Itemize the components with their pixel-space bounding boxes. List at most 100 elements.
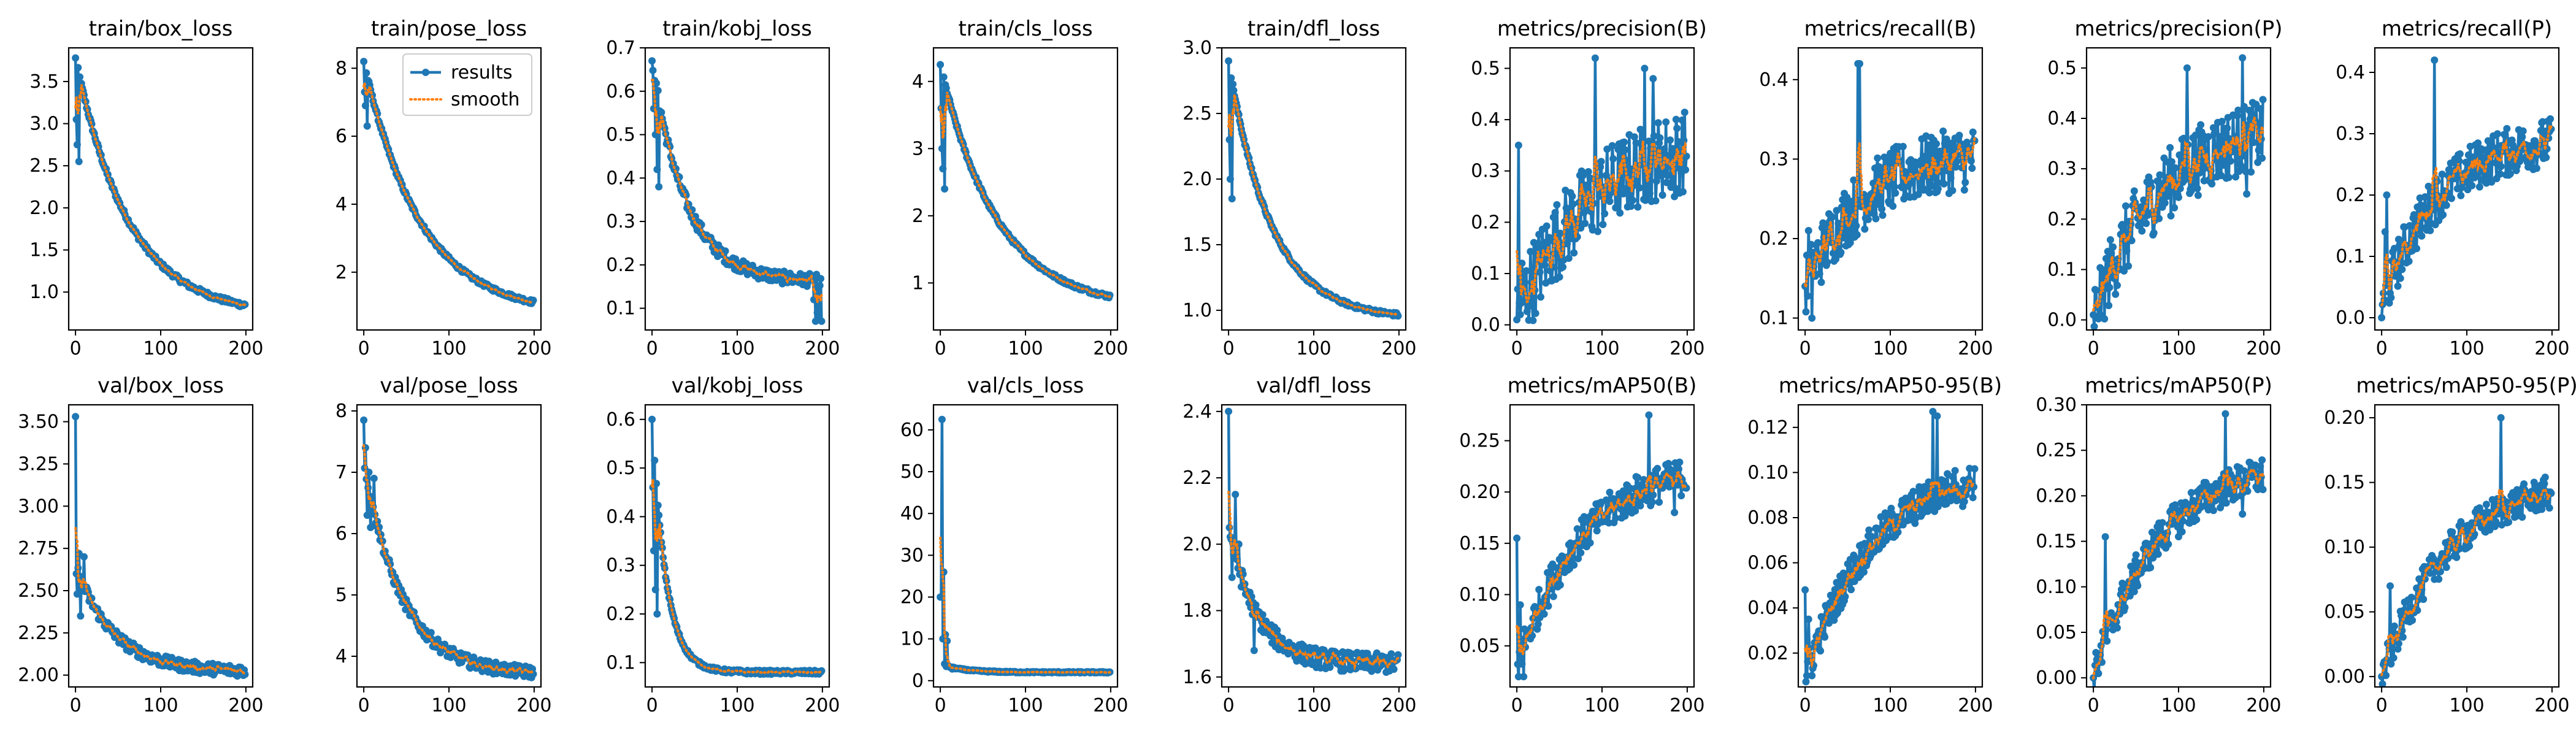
results-point (2413, 245, 2421, 253)
results-point (1619, 487, 1627, 495)
results-point (1889, 202, 1897, 210)
results-point (367, 524, 375, 531)
results-point (1645, 137, 1653, 145)
results-point (1387, 650, 1395, 658)
results-point (2455, 157, 2463, 165)
results-point (2134, 582, 2142, 589)
results-point (2130, 187, 2138, 195)
chart-panel-metrics-precision-p: metrics/precision(P) 0 100 200 0.0 0.1 0.2 0.3 0… (2047, 17, 2282, 359)
y-tick-label: 3.0 (1183, 37, 1212, 59)
chart-panel-train-dfl-loss: train/dfl_loss 0 100 200 1.0 1.5 2.0 2.5 3.0 (1183, 17, 1416, 359)
plot-area (1225, 407, 1402, 676)
results-point (2155, 215, 2163, 223)
results-point (361, 102, 369, 110)
smooth-line (1804, 478, 1976, 669)
results-point (2225, 174, 2233, 182)
y-tick-label: 0.20 (2036, 485, 2077, 507)
results-point (940, 568, 948, 576)
results-point (2223, 124, 2231, 132)
results-point (2240, 102, 2248, 110)
x-tick-label: 0 (1511, 695, 1523, 716)
results-point (2492, 518, 2500, 526)
results-point (2128, 237, 2136, 245)
y-tick-label: 0.4 (606, 506, 635, 527)
smooth-line (939, 536, 1111, 674)
x-tick-label: 100 (1873, 695, 1907, 716)
x-tick-label: 0 (646, 338, 658, 359)
x-tick-label: 100 (2161, 695, 2196, 716)
results-point (2183, 64, 2191, 72)
chart-panel-train-box-loss: train/box_loss 0 100 200 1.0 1.5 2.0 2.5 3.0 3.5 (29, 17, 263, 359)
results-point (2240, 467, 2248, 475)
y-tick-label: 0.00 (2036, 667, 2077, 689)
y-tick-label: 0.3 (2336, 123, 2365, 145)
x-tick-label: 100 (1296, 695, 1331, 716)
x-tick-label: 0 (935, 338, 946, 359)
chart-panel-metrics-recall-p: metrics/recall(P) 0 100 200 0.0 0.1 0.2 0.3 0.4 (2336, 17, 2569, 359)
results-point (1629, 196, 1636, 204)
smooth-line (2380, 488, 2553, 677)
results-point (2421, 193, 2429, 201)
results-point (2123, 247, 2131, 255)
y-tick-label: 40 (900, 503, 924, 524)
chart-panel-val-cls-loss: val/cls_loss 0 100 200 0 10 20 30 40 50 60 (900, 374, 1129, 716)
results-point (1555, 273, 1563, 281)
results-point (1649, 491, 1657, 499)
x-tick-label: 100 (1873, 338, 1907, 359)
results-point (1804, 292, 1812, 300)
results-point (1559, 263, 1567, 271)
results-point (2439, 211, 2447, 219)
results-point (1641, 64, 1649, 72)
results-point (76, 73, 84, 81)
results-point (2150, 229, 2158, 237)
x-tick-label: 200 (2246, 695, 2281, 716)
y-tick-label: 0.10 (2036, 577, 2077, 598)
smooth-line (362, 82, 535, 304)
smooth-line (74, 527, 247, 675)
y-tick-label: 0.2 (2336, 185, 2365, 206)
results-point (1630, 133, 1638, 141)
results-point (1814, 239, 1822, 247)
results-point (1672, 115, 1680, 123)
results-point (2161, 199, 2169, 207)
results-point (2176, 185, 2184, 193)
y-tick-label: 2 (335, 262, 347, 283)
results-point (2394, 640, 2402, 648)
results-point (1556, 229, 1564, 237)
results-point (2426, 226, 2434, 234)
results-point (1940, 180, 1948, 188)
results-point (2239, 151, 2247, 159)
y-tick-label: 0.20 (1459, 481, 1500, 503)
results-point (2418, 202, 2426, 210)
y-tick-label: 2.0 (29, 197, 59, 219)
results-point (1520, 673, 1528, 681)
y-tick-label: 0.3 (606, 211, 635, 232)
results-point (653, 610, 661, 618)
results-point (1674, 164, 1682, 172)
results-point (1581, 220, 1589, 228)
x-tick-label: 100 (2449, 338, 2484, 359)
results-point (2442, 201, 2450, 209)
results-point (1582, 182, 1590, 189)
results-point (2387, 660, 2395, 668)
smooth-line (651, 79, 823, 303)
results-point (1529, 316, 1537, 324)
results-point (2390, 622, 2398, 630)
panel-title: train/kobj_loss (662, 17, 812, 41)
smooth-line (362, 444, 535, 676)
results-point (1621, 146, 1629, 154)
y-tick-label: 0.0 (2047, 310, 2077, 331)
results-point (2256, 462, 2264, 470)
results-point (2158, 519, 2166, 527)
results-point (1925, 189, 1933, 197)
results-point (1390, 665, 1398, 673)
results-point (1828, 239, 1836, 247)
results-point (1514, 141, 1522, 149)
results-point (1633, 177, 1641, 185)
results-point (941, 185, 949, 193)
x-tick-label: 0 (70, 695, 82, 716)
results-point (1551, 209, 1559, 217)
results-point (75, 158, 83, 166)
results-point (2101, 533, 2109, 541)
results-point (1570, 561, 1578, 569)
